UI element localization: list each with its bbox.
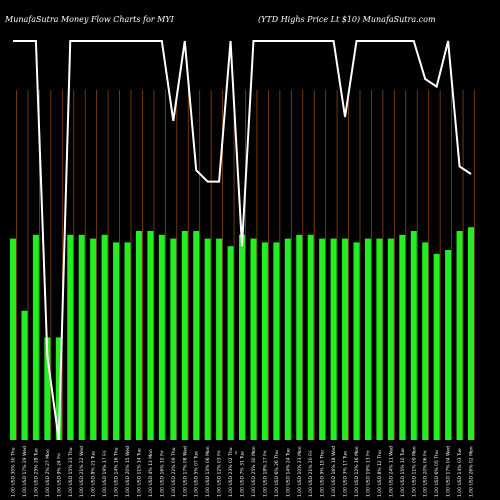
money-flow-bar xyxy=(124,242,131,440)
x-tick-label: 1.00 USD 18% 27 Fri xyxy=(262,451,268,497)
x-tick-label: 1.00 USD 13% 06 Mon xyxy=(205,446,211,497)
x-tick-label: 1.00 USD 25% 30 Mon xyxy=(251,446,257,497)
money-flow-bar xyxy=(376,238,383,440)
x-tick-label: 1.00 USD 8% 21 Tue xyxy=(91,451,97,497)
x-tick-labels: 1.00 USD 30% 30 Thu 1.00 USD 17% 29 Wed 1.… xyxy=(11,446,475,497)
money-flow-bar xyxy=(387,238,394,440)
x-tick-label: 1.00 USD 20% 06 Fri xyxy=(423,451,429,497)
x-tick-label: 1.00 USD 19% 13 Fri xyxy=(365,451,371,497)
x-tick-label: 1.00 USD 6% 26 Thu xyxy=(274,450,280,497)
money-flow-bar xyxy=(456,231,463,440)
x-tick-label: 1.00 USD 7% 31 Tue xyxy=(240,451,246,497)
money-flow-bar xyxy=(170,238,177,440)
x-tick-label: 1.00 USD 26% 02 Mon xyxy=(469,446,475,497)
x-tick-label: 1.00 USD 11% 14 Tue xyxy=(136,448,142,497)
money-flow-bar xyxy=(410,231,417,440)
bars xyxy=(10,227,474,440)
money-flow-bar xyxy=(67,234,74,440)
money-flow-bar xyxy=(239,234,245,440)
money-flow-bar xyxy=(147,231,154,440)
money-flow-bar xyxy=(10,238,16,440)
money-flow-bar xyxy=(273,242,280,440)
center-mark: s xyxy=(235,451,238,456)
x-tick-label: 1.00 USD 22% 09 Thu xyxy=(171,447,177,497)
x-tick-label: 1.00 USD 16% 10 Fri xyxy=(159,451,165,497)
x-tick-label: 1.00 USD 9% 19 Thu xyxy=(320,450,326,497)
money-flow-bar xyxy=(364,238,371,440)
x-tick-label: 1.00 USD 15% 10 Tue xyxy=(400,448,406,497)
money-flow-bar xyxy=(78,234,85,440)
x-tick-label: 1.00 USD 6% 05 Thu xyxy=(434,450,440,497)
money-flow-bar xyxy=(204,238,211,440)
grid-lines xyxy=(16,90,475,440)
x-tick-label: 1.00 USD 23% 02 Thu xyxy=(228,447,234,497)
money-flow-bar xyxy=(113,242,120,440)
money-flow-bar xyxy=(296,234,303,440)
x-tick-label: 1.00 USD 14% 16 Thu xyxy=(114,447,120,497)
x-tick-label: 1.00 USD 12% 03 Fri xyxy=(217,451,223,497)
money-flow-bar xyxy=(433,253,440,440)
money-flow-bar xyxy=(307,234,314,440)
x-tick-label: 1.00 USD 17% 04 Wed xyxy=(446,446,452,497)
money-flow-bar xyxy=(353,242,360,440)
money-flow-bar xyxy=(445,250,452,440)
money-flow-bar xyxy=(32,234,39,440)
money-flow-bar xyxy=(181,231,188,440)
money-flow-bar xyxy=(342,238,349,440)
x-tick-label: 1.00 USD 17% 29 Wed xyxy=(22,446,28,497)
x-tick-label: 1.00 USD 15% 23 Thu xyxy=(68,447,74,497)
x-tick-label: 1.00 USD 8% 12 Thu xyxy=(377,450,383,497)
price-line xyxy=(13,40,472,441)
money-flow-bar xyxy=(261,242,268,440)
money-flow-bar xyxy=(319,238,326,440)
money-flow-bar xyxy=(330,238,337,440)
x-tick-label: 1.00 USD 3% 17 Tue xyxy=(343,451,349,497)
x-tick-label: 1.00 USD 19% 17 Fri xyxy=(102,451,108,497)
money-flow-bar xyxy=(158,234,165,440)
x-tick-label: 1.00 USD 10% 23 Mon xyxy=(297,446,303,497)
x-tick-label: 1.00 USD 12% 16 Mon xyxy=(354,446,360,497)
money-flow-bar xyxy=(216,238,223,440)
x-tick-label: 1.00 USD 20% 15 Wed xyxy=(125,446,131,497)
chart-title: MunafaSutra Money Flow Charts for MYI (Y… xyxy=(4,15,436,24)
x-tick-label: 1.00 USD 2% 27 Mon xyxy=(45,449,51,497)
x-tick-label: 1.00 USD 13% 03 Tue xyxy=(457,448,463,497)
money-flow-bar xyxy=(250,238,257,440)
money-flow-bar xyxy=(21,310,28,440)
money-flow-bar xyxy=(399,234,406,440)
x-tick-label: 1.00 USD 25% 28 Tue xyxy=(33,448,39,497)
money-flow-bar xyxy=(135,231,142,440)
x-tick-label: 1.00 USD 11% 09 Mon xyxy=(411,446,417,497)
x-tick-label: 1.00 USD 17% 08 Wed xyxy=(182,446,188,497)
money-flow-bar xyxy=(227,246,234,440)
x-tick-label: 1.00 USD 21% 20 Fri xyxy=(308,451,314,497)
money-flow-bar xyxy=(90,238,97,440)
money-flow-bar xyxy=(468,227,474,440)
x-tick-label: 1.00 USD 9% 24 Fri xyxy=(56,453,62,497)
x-tick-label: 1.00 USD 4% 13 Mon xyxy=(148,449,154,497)
x-tick-label: 1.00 USD 14% 24 Tue xyxy=(285,448,291,497)
chart-title-left: MunafaSutra Money Flow Charts for MYI xyxy=(4,15,175,24)
chart-title-right: (YTD Highs Price Lt $10) MunafaSutra.com xyxy=(258,15,436,24)
money-flow-bar xyxy=(422,242,429,440)
money-flow-bar xyxy=(284,238,291,440)
x-tick-label: 1.00 USD 5% 07 Tue xyxy=(194,451,200,497)
x-tick-label: 1.00 USD 21% 22 Wed xyxy=(79,446,85,497)
x-tick-label: 1.00 USD 30% 30 Thu xyxy=(11,447,17,497)
x-tick-label: 1.00 USD 24% 11 Wed xyxy=(388,446,394,497)
price-line-path xyxy=(13,40,472,441)
money-flow-bar xyxy=(44,337,51,440)
money-flow-bar xyxy=(55,337,62,440)
money-flow-bar xyxy=(193,231,200,440)
money-flow-bar xyxy=(101,234,108,440)
x-tick-label: 1.00 USD 16% 18 Wed xyxy=(331,446,337,497)
